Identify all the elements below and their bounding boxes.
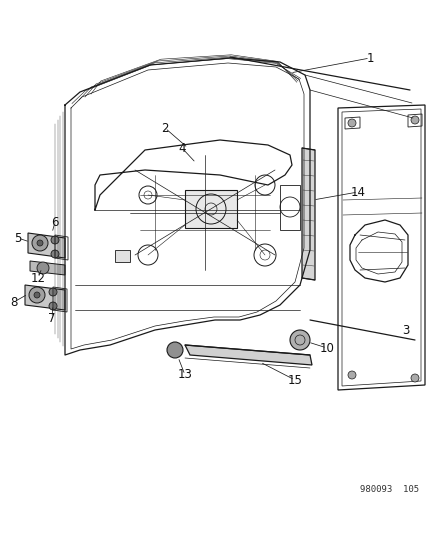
Circle shape bbox=[34, 292, 40, 298]
Polygon shape bbox=[25, 285, 65, 310]
Text: 1: 1 bbox=[365, 52, 373, 64]
Text: 15: 15 bbox=[287, 374, 302, 386]
Circle shape bbox=[51, 250, 59, 258]
Circle shape bbox=[410, 374, 418, 382]
Polygon shape bbox=[184, 190, 237, 228]
Text: 980093  105: 980093 105 bbox=[360, 486, 419, 495]
Text: 12: 12 bbox=[30, 271, 46, 285]
Text: 14: 14 bbox=[350, 185, 365, 198]
Circle shape bbox=[32, 235, 48, 251]
Circle shape bbox=[49, 288, 57, 296]
Text: 4: 4 bbox=[178, 141, 185, 155]
Polygon shape bbox=[184, 345, 311, 365]
Circle shape bbox=[37, 262, 49, 274]
Text: 2: 2 bbox=[161, 122, 168, 134]
Circle shape bbox=[347, 371, 355, 379]
Text: 3: 3 bbox=[401, 324, 409, 336]
Polygon shape bbox=[301, 148, 314, 280]
Text: 5: 5 bbox=[14, 231, 21, 245]
Circle shape bbox=[410, 116, 418, 124]
Text: 13: 13 bbox=[177, 368, 192, 382]
Circle shape bbox=[37, 240, 43, 246]
Circle shape bbox=[290, 330, 309, 350]
Text: 7: 7 bbox=[48, 311, 56, 325]
Circle shape bbox=[49, 302, 57, 310]
Polygon shape bbox=[115, 250, 130, 262]
Text: 6: 6 bbox=[51, 215, 59, 229]
Text: 10: 10 bbox=[319, 342, 334, 354]
Polygon shape bbox=[28, 233, 65, 258]
Circle shape bbox=[51, 236, 59, 244]
Circle shape bbox=[347, 119, 355, 127]
Circle shape bbox=[166, 342, 183, 358]
Circle shape bbox=[29, 287, 45, 303]
Text: 8: 8 bbox=[10, 295, 18, 309]
Polygon shape bbox=[30, 261, 65, 275]
